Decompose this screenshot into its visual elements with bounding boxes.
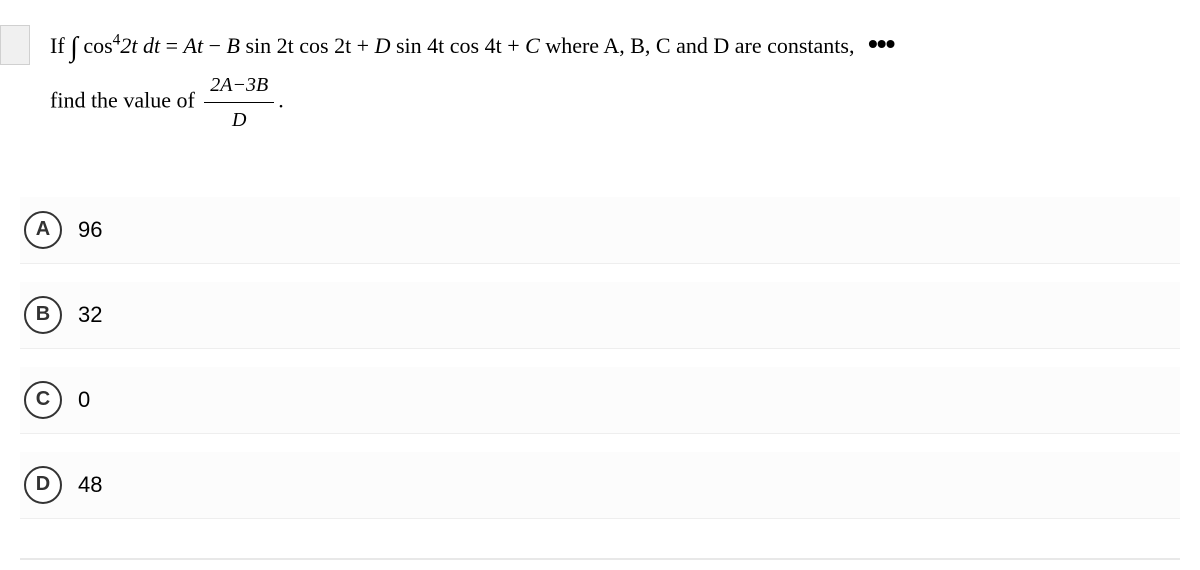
q-rhs1: At <box>184 33 204 58</box>
q-cos: cos <box>83 33 112 58</box>
q-minus: − <box>203 33 226 58</box>
question-marker <box>0 25 30 65</box>
q-period: . <box>278 87 284 112</box>
q-cosarg: 2t dt <box>120 33 160 58</box>
option-c[interactable]: C 0 <box>20 367 1180 434</box>
q-line2: find the value of <box>50 87 200 112</box>
q-rhs3: sin 2t cos 2t + <box>240 33 375 58</box>
option-letter-c: C <box>24 381 62 419</box>
option-letter-b: B <box>24 296 62 334</box>
option-text-c: 0 <box>78 387 90 413</box>
option-letter-d: D <box>24 466 62 504</box>
frac-num: 2A−3B <box>204 68 274 103</box>
option-d[interactable]: D 48 <box>20 452 1180 519</box>
q-rhs4: D <box>375 33 391 58</box>
frac-den: D <box>204 103 274 137</box>
option-letter-a: A <box>24 211 62 249</box>
option-a[interactable]: A 96 <box>20 197 1180 264</box>
q-where: where A, B, C and D are constants, <box>540 33 855 58</box>
q-rhs6: C <box>525 33 540 58</box>
q-eq: = <box>160 33 183 58</box>
q-rhs2: B <box>227 33 240 58</box>
option-text-a: 96 <box>78 217 102 243</box>
fraction: 2A−3BD <box>204 68 274 137</box>
q-prefix: If <box>50 33 70 58</box>
option-text-b: 32 <box>78 302 102 328</box>
integral-icon: ∫ <box>70 32 78 63</box>
bottom-divider <box>20 558 1180 560</box>
q-rhs5: sin 4t cos 4t + <box>390 33 525 58</box>
question-area: If ∫ cos42t dt = At − B sin 2t cos 2t + … <box>0 0 1200 157</box>
more-icon[interactable]: ••• <box>868 28 894 59</box>
option-b[interactable]: B 32 <box>20 282 1180 349</box>
option-text-d: 48 <box>78 472 102 498</box>
question-text: If ∫ cos42t dt = At − B sin 2t cos 2t + … <box>50 20 1180 137</box>
options-container: A 96 B 32 C 0 D 48 <box>0 157 1200 519</box>
